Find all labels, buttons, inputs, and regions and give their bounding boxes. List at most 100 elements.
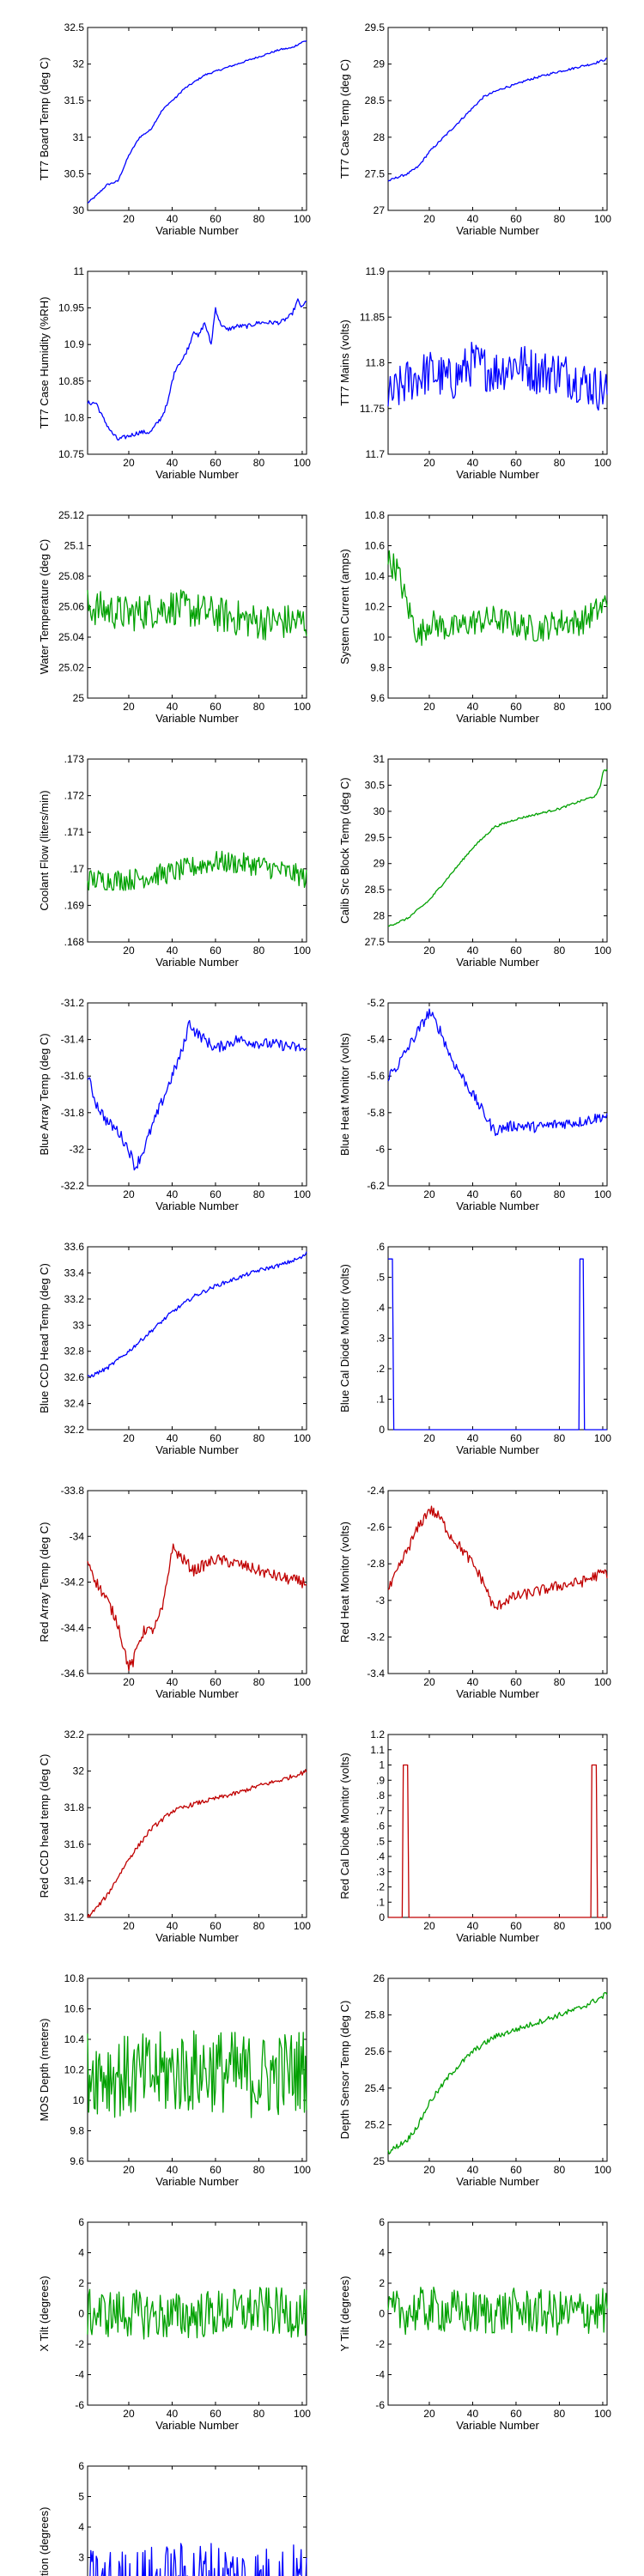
x-tick-label: 40	[467, 213, 479, 225]
x-tick-label: 20	[123, 2164, 135, 2176]
y-tick-label: 11.75	[360, 403, 385, 415]
y-axis-label: Calib Src Block Temp (deg C)	[338, 777, 351, 923]
x-tick-label: 40	[467, 457, 479, 469]
y-tick-label: 25	[374, 2155, 386, 2167]
y-tick-label: .7	[376, 1805, 385, 1817]
x-tick-label: 40	[467, 1676, 479, 1688]
x-tick-label: 40	[167, 1920, 179, 1932]
x-tick-label: 100	[594, 945, 611, 957]
x-axis-label: Variable Number	[155, 712, 239, 725]
x-tick-label: 80	[554, 1920, 566, 1932]
y-tick-label: 32.6	[64, 1371, 85, 1383]
y-tick-label: 10.6	[64, 2003, 85, 2015]
y-axis-label: TT7 Mains (volts)	[338, 319, 351, 405]
chart-15: 20 40 60 80 100 31.2 31.4 31.6 31.8 32 32.2 Variabl…	[38, 1728, 311, 1944]
y-tick-label: -33.8	[61, 1485, 85, 1497]
chart-21: 204060801000123456Variable NumberInclina…	[38, 2460, 307, 2576]
y-tick-label: -3	[375, 1595, 385, 1607]
y-axis-label: Y Tilt (degrees)	[338, 2276, 351, 2352]
y-tick-label: 31.4	[64, 1874, 85, 1886]
y-tick-label: -5.6	[367, 1070, 385, 1082]
x-tick-label: 60	[210, 2408, 222, 2420]
y-tick-label: 25.6	[365, 2045, 386, 2057]
y-tick-label: -4	[75, 2369, 84, 2381]
y-tick-label: 11.8	[366, 357, 386, 369]
y-tick-label: 3	[78, 2552, 84, 2564]
x-tick-label: 80	[554, 213, 566, 225]
x-tick-label: 100	[594, 1432, 611, 1444]
x-axis-label: Variable Number	[456, 224, 539, 237]
y-axis-label: Coolant Flow (liters/min)	[38, 790, 51, 910]
y-tick-label: -2.6	[367, 1522, 385, 1534]
x-axis-label: Variable Number	[456, 1931, 539, 1944]
x-tick-label: 100	[294, 1676, 311, 1688]
plot-frame	[87, 270, 307, 455]
y-tick-label: .5	[376, 1835, 385, 1847]
x-tick-label: 100	[594, 701, 611, 713]
x-tick-label: 40	[167, 213, 179, 225]
y-tick-label: -6.2	[367, 1180, 385, 1192]
y-axis-label: Red Array Temp (deg C)	[38, 1522, 51, 1643]
y-tick-label: 31	[374, 753, 386, 765]
y-tick-label: -2.4	[367, 1485, 385, 1497]
x-tick-label: 80	[554, 1432, 566, 1444]
y-tick-label: 2	[379, 2277, 385, 2289]
x-tick-label: 80	[554, 945, 566, 957]
x-tick-label: 100	[294, 213, 311, 225]
x-axis-label: Variable Number	[155, 956, 239, 969]
y-tick-label: -3.2	[367, 1631, 385, 1643]
y-tick-label: .171	[64, 826, 85, 838]
x-tick-label: 100	[294, 457, 311, 469]
x-tick-label: 40	[467, 1188, 479, 1200]
chart-18: 20 40 60 80 100 25 25.2 25.4 25.6 25.8 26 Variable …	[338, 1972, 611, 2188]
x-tick-label: 80	[554, 2408, 566, 2420]
x-tick-label: 60	[210, 2164, 222, 2176]
series-line	[87, 39, 307, 204]
y-tick-label: -2	[375, 2338, 385, 2350]
chart-2: 20 40 60 80 100 27 27.5 28 28.5 29 29.5 Variable Nu…	[338, 21, 611, 237]
x-axis-label: Variable Number	[155, 1687, 239, 1700]
y-tick-label: 10.95	[58, 302, 84, 314]
x-axis-label: Variable Number	[155, 224, 239, 237]
y-tick-label: -6	[75, 2399, 84, 2411]
x-tick-label: 100	[294, 701, 311, 713]
x-tick-label: 60	[210, 701, 222, 713]
y-tick-label: 1	[379, 1759, 385, 1771]
y-axis-label: TT7 Case Temp (deg C)	[338, 59, 351, 179]
y-tick-label: 29.5	[365, 21, 386, 33]
y-tick-label: 25	[73, 692, 85, 704]
series-line	[387, 1991, 608, 2155]
x-tick-label: 80	[253, 1920, 265, 1932]
series-line	[387, 1008, 608, 1137]
series-line	[387, 341, 608, 411]
chart-7: 20 40 60 80 100 .168 .169 .17 .171 .172 .173 Variab…	[38, 753, 311, 969]
x-axis-label: Variable Number	[456, 1443, 539, 1456]
x-tick-label: 80	[554, 2164, 566, 2176]
x-tick-label: 80	[253, 945, 265, 957]
y-axis-label: System Current (amps)	[338, 549, 351, 664]
x-tick-label: 20	[423, 2408, 435, 2420]
y-tick-label: .1	[376, 1896, 385, 1908]
y-tick-label: 10	[73, 2094, 85, 2106]
x-tick-label: 100	[594, 1188, 611, 1200]
y-tick-label: 4	[379, 2247, 385, 2259]
x-tick-label: 100	[294, 2164, 311, 2176]
x-tick-label: 20	[423, 1920, 435, 1932]
y-tick-label: 32	[73, 1765, 85, 1777]
chart-9: 20 40 60 80 100 -32.2 -32 -31.8 -31.6 -31.4 -31.2 V…	[38, 997, 311, 1212]
y-tick-label: 25.12	[58, 509, 84, 521]
series-line	[388, 1258, 607, 1431]
y-tick-label: .173	[64, 753, 85, 765]
y-tick-label: .4	[376, 1302, 385, 1314]
series-line	[87, 1543, 307, 1672]
x-tick-label: 80	[554, 701, 566, 713]
y-tick-label: .169	[64, 899, 85, 911]
plot-frame	[387, 2221, 608, 2406]
y-tick-label: 11.85	[360, 311, 385, 323]
chart-10: 20 40 60 80 100 -6.2 -6 -5.8 -5.6 -5.4 -5.2 Variabl…	[338, 997, 611, 1212]
y-tick-label: -4	[375, 2369, 385, 2381]
x-tick-label: 60	[510, 2408, 522, 2420]
y-tick-label: 31	[73, 131, 85, 143]
y-tick-label: 33	[73, 1319, 85, 1331]
series-line	[87, 2287, 307, 2340]
